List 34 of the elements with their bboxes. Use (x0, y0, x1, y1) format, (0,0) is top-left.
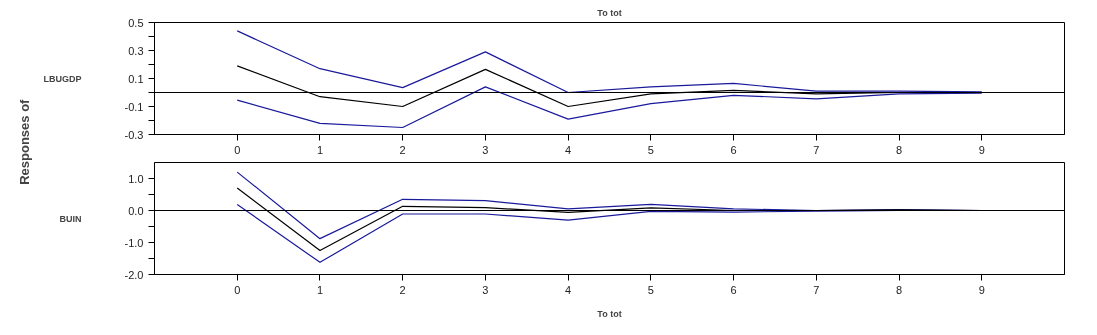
y-tick-label: -1.0 (124, 236, 144, 249)
y-tick-label: 0.0 (128, 204, 144, 217)
x-tick-label: 0 (234, 283, 241, 296)
x-tick-label: 6 (730, 143, 737, 156)
x-tick-label: 3 (482, 283, 489, 296)
x-tick-label: 5 (647, 283, 654, 296)
x-tick-label: 9 (978, 283, 985, 296)
x-tick-label: 2 (399, 283, 406, 296)
y-tick-label: -2.0 (124, 268, 144, 281)
x-tick-label: 9 (978, 143, 985, 156)
x-tick-label: 7 (813, 283, 820, 296)
chart-title: To tot (597, 7, 622, 18)
x-tick-label: 3 (482, 143, 489, 156)
x-tick-label: 1 (316, 143, 324, 156)
x-tick-label: 1 (316, 283, 324, 296)
y-tick-label: -0.3 (124, 128, 144, 141)
x-tick-label: 2 (399, 143, 406, 156)
x-tick-label: 8 (895, 283, 903, 296)
x-tick-label: 4 (565, 283, 572, 296)
y-tick-label: 0.5 (128, 16, 144, 29)
x-tick-label: 5 (647, 143, 654, 156)
x-tick-label: 7 (813, 143, 820, 156)
y-tick-label: 1.0 (128, 172, 144, 185)
x-tick-label: 4 (565, 143, 572, 156)
x-tick-label: 6 (730, 283, 737, 296)
x-axis-title: To tot (597, 308, 622, 319)
y-axis-title: LBUGDP (43, 73, 82, 84)
y-tick-label: 0.1 (128, 72, 144, 85)
x-tick-label: 8 (895, 143, 903, 156)
y-tick-label: 0.3 (128, 44, 144, 57)
x-tick-label: 0 (234, 143, 241, 156)
text: Responses of (17, 98, 32, 185)
y-axis-title: BUIN (59, 213, 82, 224)
y-tick-label: -0.1 (124, 100, 144, 113)
